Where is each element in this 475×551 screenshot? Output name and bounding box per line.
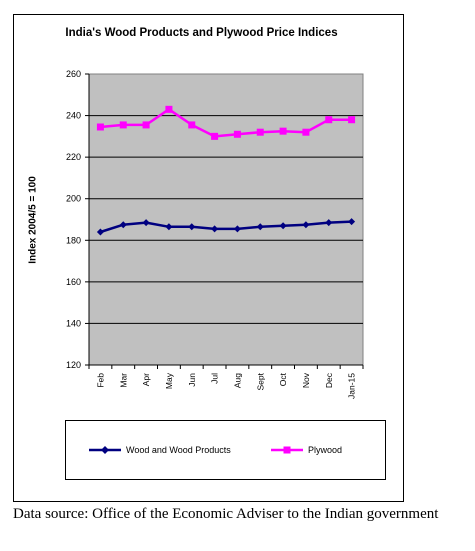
legend-label-plywood: Plywood (308, 445, 343, 455)
plot-area (88, 73, 364, 366)
data-point-wood-2 (142, 219, 150, 227)
x-tick-label-aug: Aug (232, 373, 242, 388)
x-tick-label-jul: Jul (210, 373, 220, 384)
series-line-wood (100, 220, 352, 234)
data-point-plywood-3 (165, 105, 173, 113)
x-tick-label-nov: Nov (301, 372, 311, 388)
x-tick-label-apr: Apr (141, 373, 151, 386)
y-tick-label-140: 140 (66, 318, 81, 328)
plot-svg: 120 140 160 180 200 220 240 260 Feb Mar Apr May Jun J… (66, 69, 364, 399)
x-tick-label-may: May (164, 372, 174, 389)
data-point-wood-7 (256, 223, 264, 231)
data-point-wood-6 (233, 225, 241, 233)
data-point-wood-9 (302, 221, 310, 229)
data-point-wood-8 (279, 222, 287, 230)
data-point-wood-3 (165, 223, 173, 231)
x-tick-label-oct: Oct (278, 372, 288, 386)
legend-item-wood: Wood and Wood Products (88, 443, 231, 457)
data-point-plywood-9 (302, 128, 310, 136)
data-point-plywood-0 (96, 123, 104, 131)
legend: Wood and Wood Products Plywood (65, 420, 386, 480)
y-tick-label-240: 240 (66, 111, 81, 121)
x-tick-label-feb: Feb (95, 373, 105, 388)
data-point-plywood-10 (325, 116, 333, 124)
data-point-plywood-1 (119, 121, 127, 129)
series-line-plywood (100, 108, 352, 138)
data-source-note: Data source: Office of the Economic Advi… (13, 506, 439, 522)
data-point-wood-11 (348, 218, 356, 226)
x-tick-label-sept: Sept (255, 372, 265, 390)
x-tick-label-mar: Mar (118, 373, 128, 388)
x-tick-label-jun: Jun (187, 373, 197, 387)
x-tick-label-dec: Dec (324, 372, 334, 388)
y-tick-label-260: 260 (66, 69, 81, 79)
chart-title: India's Wood Products and Plywood Price … (65, 27, 338, 39)
y-tick-label-180: 180 (66, 235, 81, 245)
data-point-wood-10 (325, 219, 333, 227)
data-point-plywood-2 (142, 121, 150, 129)
legend-label-wood: Wood and Wood Products (126, 445, 231, 455)
y-tick-label-160: 160 (66, 277, 81, 287)
legend-swatch-wood (89, 446, 121, 454)
data-point-plywood-5 (211, 132, 219, 140)
data-point-wood-5 (211, 225, 219, 233)
data-point-wood-0 (96, 228, 104, 236)
y-tick-label-220: 220 (66, 152, 81, 162)
data-point-wood-4 (188, 223, 196, 231)
data-point-plywood-7 (256, 128, 264, 136)
legend-item-plywood: Plywood (270, 443, 342, 457)
y-tick-label-120: 120 (66, 360, 81, 370)
x-tick-label-jan-15: Jan-15 (347, 373, 357, 399)
data-point-wood-1 (119, 221, 127, 229)
data-point-plywood-6 (233, 130, 241, 138)
legend-swatch-plywood (271, 446, 303, 454)
data-point-plywood-11 (348, 116, 356, 124)
y-tick-label-200: 200 (66, 194, 81, 204)
data-point-plywood-4 (188, 121, 196, 129)
data-point-plywood-8 (279, 127, 287, 135)
